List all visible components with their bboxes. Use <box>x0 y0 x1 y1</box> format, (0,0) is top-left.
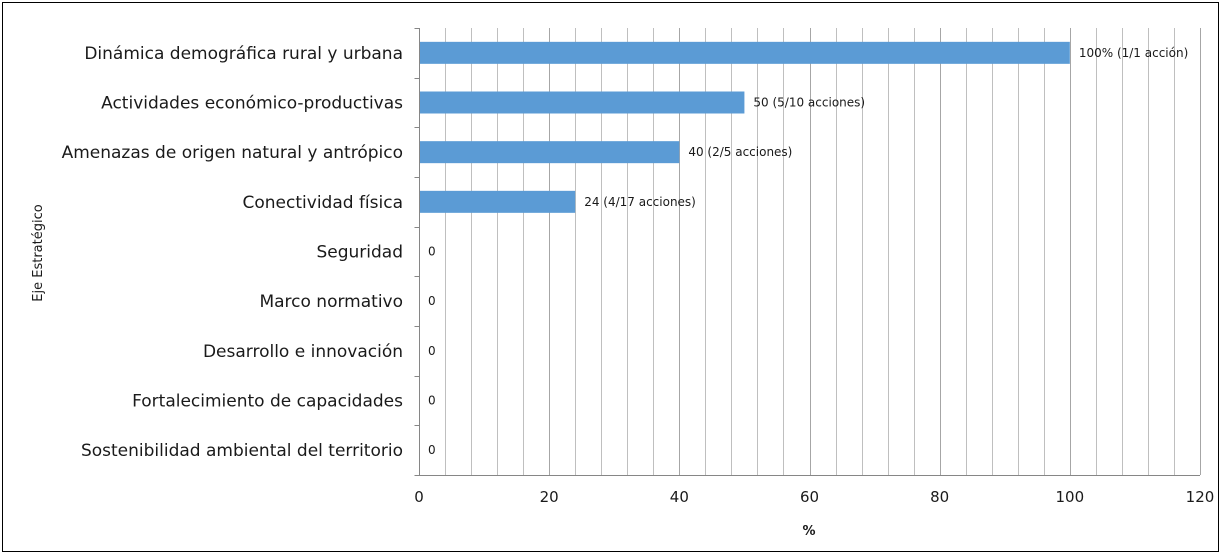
data-label: 40 (2/5 acciones) <box>688 145 792 159</box>
x-tick-label: 100 <box>1056 488 1085 506</box>
data-label: 0 <box>428 394 436 408</box>
data-label: 50 (5/10 acciones) <box>753 96 865 110</box>
bar-chart: 0 20 40 60 80 100 120 Dinámica demográfica rura… <box>31 28 1215 539</box>
y-axis-title: Eje Estratégico <box>31 204 46 301</box>
bar <box>420 190 576 213</box>
x-tick-label: 0 <box>414 488 424 506</box>
data-label: 0 <box>428 245 436 259</box>
x-tick-label: 80 <box>930 488 949 506</box>
data-label: 0 <box>428 344 436 358</box>
bars <box>420 41 1070 213</box>
axes <box>414 28 1200 476</box>
category-label: Seguridad <box>316 243 403 263</box>
data-label: 0 <box>428 443 436 457</box>
data-label: 24 (4/17 acciones) <box>584 195 696 209</box>
x-tick-label: 20 <box>540 488 559 506</box>
category-label: Marco normativo <box>259 292 403 312</box>
x-axis-title: % <box>802 524 815 539</box>
category-label: Desarrollo e innovación <box>203 342 403 362</box>
x-tick-label: 60 <box>800 488 819 506</box>
category-label: Dinámica demográfica rural y urbana <box>84 44 403 64</box>
category-label: Conectividad física <box>243 193 403 213</box>
category-label: Amenazas de origen natural y antrópico <box>62 143 403 163</box>
category-label: Actividades económico-productivas <box>101 94 403 114</box>
x-tick-label: 40 <box>670 488 689 506</box>
x-tick-label: 120 <box>1186 488 1215 506</box>
bar <box>420 91 745 114</box>
data-label: 100% (1/1 acción) <box>1079 46 1188 60</box>
category-label: Fortalecimiento de capacidades <box>132 392 403 412</box>
category-label: Sostenibilidad ambiental del territorio <box>81 441 403 461</box>
bar <box>420 141 680 164</box>
data-label: 0 <box>428 294 436 308</box>
bar <box>420 41 1070 64</box>
labels: 0 20 40 60 80 100 120 Dinámica demográfica rura… <box>62 44 1215 506</box>
